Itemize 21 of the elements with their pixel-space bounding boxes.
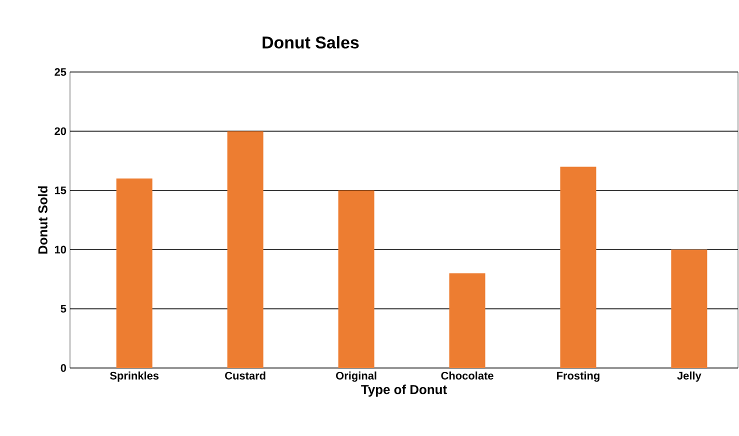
y-tick-label: 15 [54,186,66,194]
bar [671,250,708,368]
bar [560,166,596,368]
y-tick-label: 0 [60,364,66,372]
x-axis-title: Type of Donut [361,384,447,397]
x-tick-label: Frosting [557,372,600,382]
bar [227,131,264,368]
x-tick-label: Custard [225,372,266,380]
y-axis-title: Donut Sold [38,186,48,254]
bar [116,178,152,368]
bar [338,190,374,368]
bar [449,273,486,368]
x-tick-label: Sprinkles [110,372,159,382]
x-tick-label: Original [336,372,376,382]
x-tick-label: Chocolate [441,372,494,380]
chart-title: Donut Sales [262,36,359,49]
y-tick-label: 5 [60,304,66,313]
y-tick-label: 10 [54,246,66,254]
y-tick-label: 25 [54,68,66,76]
y-tick-label: 20 [54,127,66,136]
x-tick-label: Jelly [677,372,702,382]
